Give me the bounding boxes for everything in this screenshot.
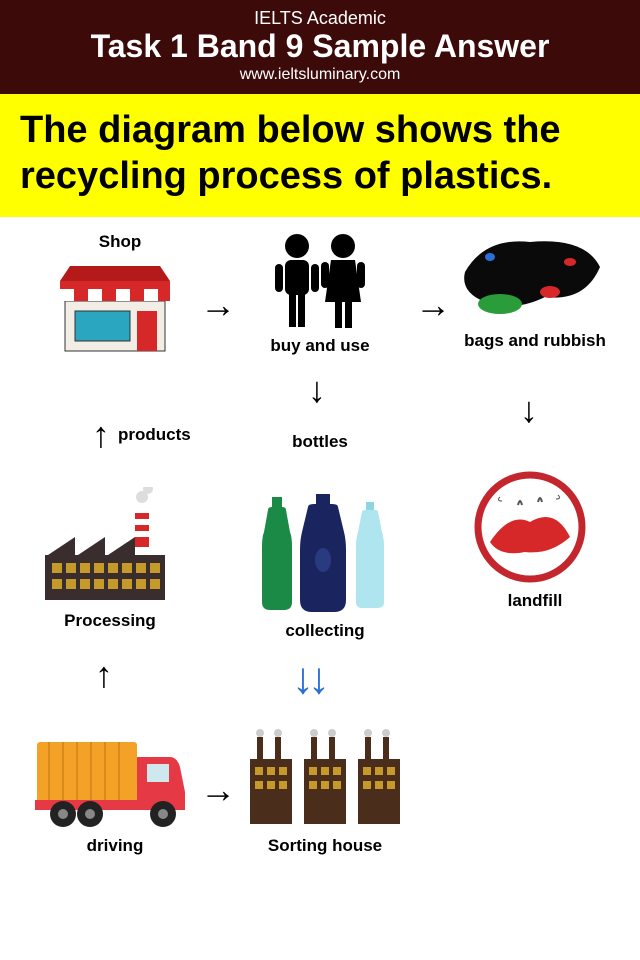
truck-icon (35, 722, 190, 832)
label-driving: driving (35, 836, 195, 856)
header-title: Task 1 Band 9 Sample Answer (0, 29, 640, 64)
people-icon (265, 232, 375, 332)
arrow-right-icon: → (200, 287, 236, 323)
landfill-icon (470, 467, 590, 587)
bottles-icon (250, 492, 400, 617)
arrow-right-icon: → (200, 772, 236, 808)
node-shop: Shop (55, 232, 185, 356)
arrow-up-icon: ↑ (95, 657, 113, 693)
label-products: products (118, 425, 191, 445)
label-buy-use: buy and use (265, 336, 375, 356)
node-driving: driving (35, 722, 195, 856)
arrow-up-icon: ↑ (92, 417, 110, 453)
label-shop: Shop (55, 232, 185, 252)
header-subtitle: IELTS Academic (0, 8, 640, 29)
factory-icon (40, 487, 175, 607)
label-processing: Processing (40, 611, 180, 631)
question-text: The diagram below shows the recycling pr… (0, 94, 640, 217)
header-url: www.ieltsluminary.com (0, 66, 640, 84)
node-products-label: products (118, 425, 191, 445)
label-collecting: collecting (250, 621, 400, 641)
node-collecting: collecting (250, 492, 400, 641)
node-bottles-label: bottles (280, 432, 360, 452)
flowchart: Shop buy and use bags and (0, 217, 640, 917)
label-bottles: bottles (280, 432, 360, 452)
arrow-down-double-icon: ↓↓ (292, 657, 324, 701)
label-rubbish: bags and rubbish (455, 331, 615, 351)
arrow-down-icon: ↓ (308, 372, 326, 408)
node-buy-use: buy and use (265, 232, 375, 356)
header: IELTS Academic Task 1 Band 9 Sample Answ… (0, 0, 640, 94)
node-processing: Processing (40, 487, 180, 631)
node-rubbish: bags and rubbish (455, 232, 615, 351)
rubbish-icon (455, 232, 605, 327)
node-sorting: Sorting house (245, 727, 405, 856)
sorting-icon (245, 727, 405, 832)
node-landfill: landfill (470, 467, 600, 611)
shop-icon (55, 256, 175, 356)
label-landfill: landfill (470, 591, 600, 611)
arrow-right-icon: → (415, 287, 451, 323)
label-sorting: Sorting house (245, 836, 405, 856)
arrow-down-icon: ↓ (520, 392, 538, 428)
